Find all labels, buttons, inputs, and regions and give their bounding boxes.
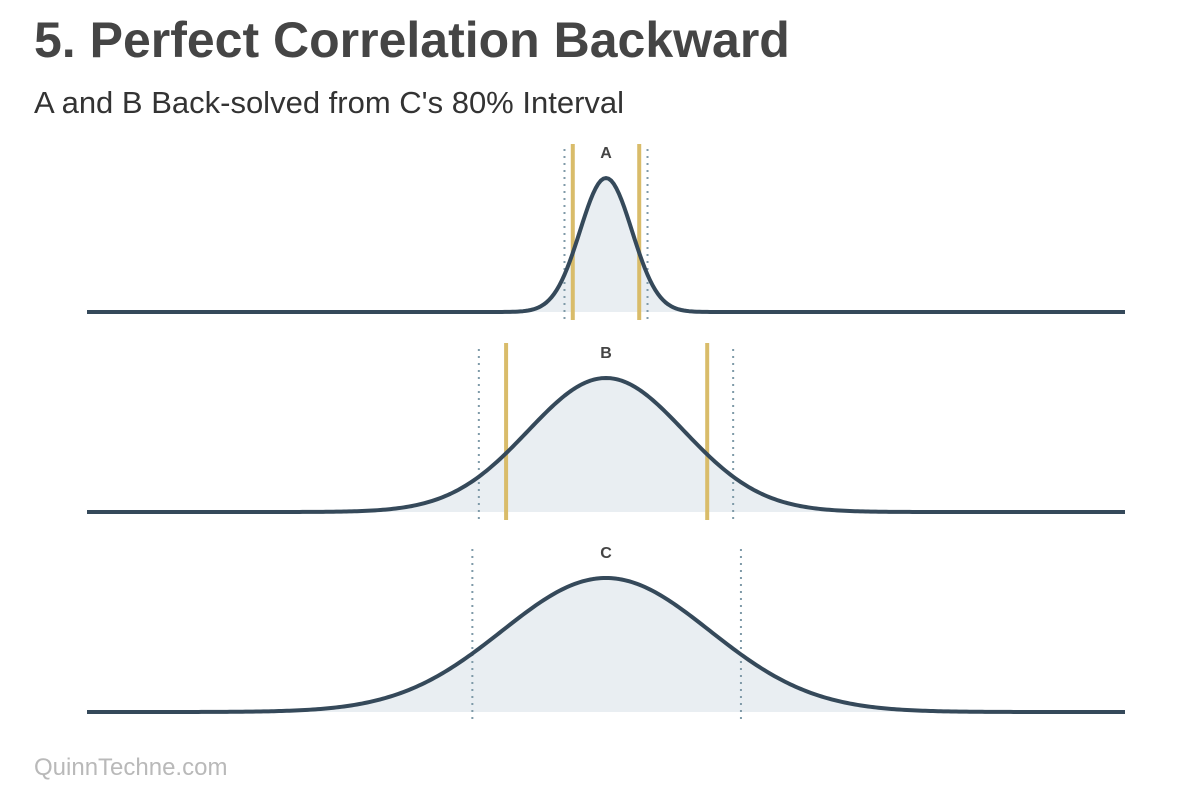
distribution-fill-b <box>87 378 1125 512</box>
distribution-curve-b <box>87 376 1125 514</box>
panel-label-a: A <box>600 145 612 162</box>
footer-watermark: QuinnTechne.com <box>34 754 228 781</box>
distribution-curve-a <box>87 176 1125 314</box>
panel-label-c: C <box>600 545 612 562</box>
chart-subtitle: A and B Back-solved from C's 80% Interva… <box>34 85 625 120</box>
distribution-curve-c <box>87 576 1125 714</box>
distribution-fill-a <box>87 178 1125 312</box>
panel-label-b: B <box>600 345 612 362</box>
distribution-fill-c <box>87 578 1125 712</box>
chart-title: 5. Perfect Correlation Backward <box>34 12 790 68</box>
